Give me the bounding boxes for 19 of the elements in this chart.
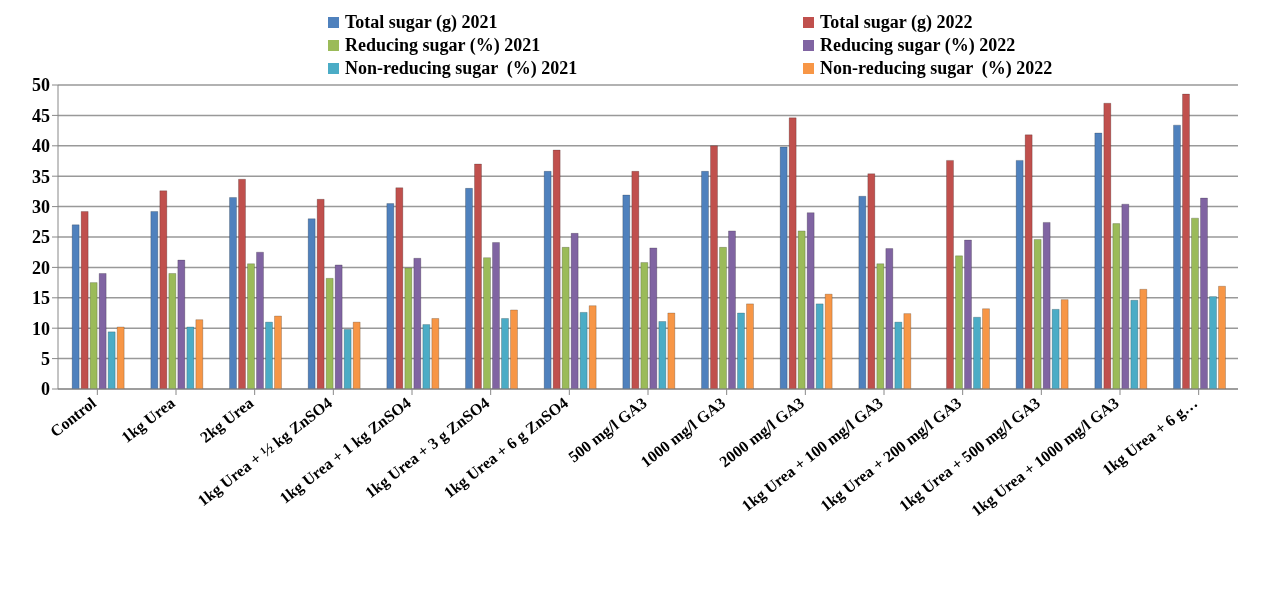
y-tick-label: 20 <box>32 257 50 278</box>
y-tick-label: 50 <box>32 75 50 96</box>
y-tick-label: 15 <box>32 288 50 309</box>
legend-label: Reducing sugar (%) 2022 <box>820 35 1016 56</box>
y-tick-label: 25 <box>32 227 50 248</box>
y-tick-label: 40 <box>32 136 50 157</box>
y-tick-label: 5 <box>41 348 50 369</box>
legend-label: Total sugar (g) 2022 <box>820 12 973 33</box>
y-tick-label: 35 <box>32 166 50 187</box>
legend-label: Non-reducing sugar (%) 2022 <box>820 58 1053 79</box>
y-tick-label: 0 <box>41 379 50 400</box>
legend-label: Total sugar (g) 2021 <box>345 12 498 33</box>
y-tick-label: 10 <box>32 318 50 339</box>
x-tick-label: 1kg Urea <box>118 393 179 447</box>
y-tick-label: 30 <box>32 196 50 217</box>
x-tick-label: 2kg Urea <box>196 393 258 447</box>
legend-label: Non-reducing sugar (%) 2021 <box>345 58 578 79</box>
y-tick-label: 45 <box>32 105 50 126</box>
legend-label: Reducing sugar (%) 2021 <box>345 35 541 56</box>
